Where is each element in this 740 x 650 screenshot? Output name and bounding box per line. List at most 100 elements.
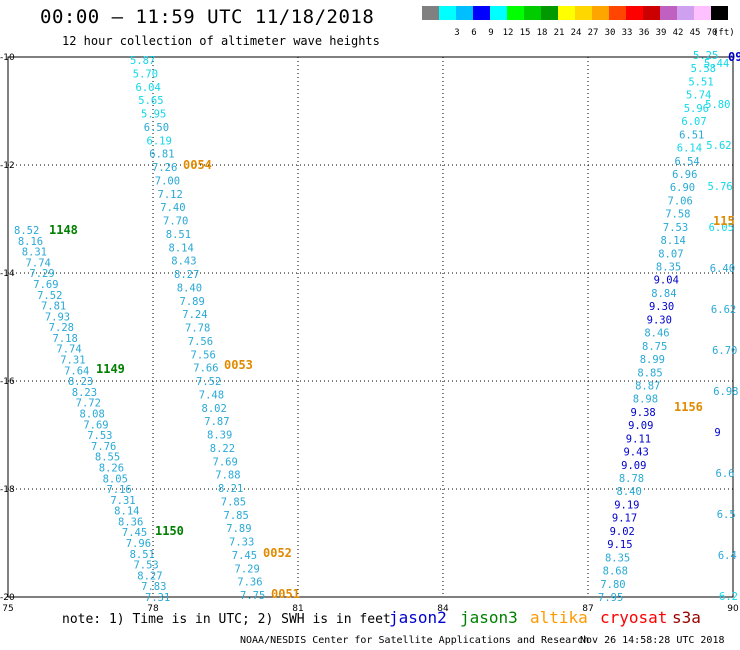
wave-height-value: 7.45 (232, 550, 257, 562)
legend-cryosat: cryosat (600, 608, 668, 627)
wave-height-value: 6.70 (712, 345, 737, 357)
wave-height-value: 8.85 (637, 367, 662, 379)
wave-height-value: 8.21 (218, 483, 243, 495)
wave-height-value: 6.51 (679, 129, 704, 141)
wave-height-value: 9.19 (614, 499, 639, 511)
wave-height-value: 8.55 (95, 452, 120, 464)
wave-height-value: 7.29 (29, 268, 54, 280)
map-subtitle: 12 hour collection of altimeter wave hei… (62, 34, 380, 48)
lon-tick-label: 84 (437, 604, 449, 614)
wave-height-value: 7.69 (213, 456, 238, 468)
wave-height-value: 6.81 (149, 149, 174, 161)
wave-height-value: 9.09 (628, 420, 653, 432)
legend-swatch (575, 6, 592, 20)
wave-height-value: 7.40 (160, 202, 185, 214)
wave-height-value: 5.87 (130, 55, 155, 67)
wave-height-value: 8.08 (80, 409, 105, 421)
legend-swatch (592, 6, 609, 20)
legend-altika: altika (530, 608, 588, 627)
lon-tick-label: 81 (292, 604, 303, 614)
wave-height-value: 7.70 (163, 216, 188, 228)
wave-height-value: 5.44 (704, 58, 729, 70)
wave-height-value: 9.09 (621, 460, 646, 472)
wave-height-value: 9.15 (607, 539, 632, 551)
wave-height-value: 7.75 (240, 590, 265, 602)
wave-height-value: 9.30 (647, 314, 672, 326)
map-title: 00:00 – 11:59 UTC 11/18/2018 (40, 6, 375, 28)
legend-swatch (507, 6, 524, 20)
wave-height-value: 7.56 (188, 336, 213, 348)
wave-height-value: 7.89 (226, 523, 251, 535)
wave-height-value: 6.50 (144, 122, 169, 134)
wave-height-value: 8.52 (14, 225, 39, 237)
legend-tick-label: 33 (621, 28, 633, 38)
wave-height-value: 8.78 (619, 473, 644, 485)
wave-height-value: 7.31 (110, 495, 135, 507)
wave-height-value: 6.2 (719, 591, 738, 603)
legend-tick-label: 30 (604, 28, 616, 38)
legend-swatch (490, 6, 507, 20)
legend-tick-label: 36 (638, 28, 650, 38)
pass-time-label: 115 (713, 214, 735, 228)
wave-height-value: 5.70 (133, 68, 158, 80)
legend-swatch (422, 6, 439, 20)
wave-height-value: 8.31 (22, 247, 47, 259)
wave-height-value: 8.35 (605, 552, 630, 564)
lat-tick-label: -18 (0, 485, 15, 495)
wave-height-value: 6.04 (136, 82, 161, 94)
wave-height-value: 7.66 (193, 363, 218, 375)
legend-swatch (609, 6, 626, 20)
wave-height-value: 6.4 (718, 550, 737, 562)
wave-height-value: 9.30 (649, 301, 674, 313)
wave-height-value: 8.23 (72, 387, 97, 399)
wave-height-value: 7.16 (106, 484, 131, 496)
legend-tick-label: 42 (672, 28, 684, 38)
wave-height-value: 6.98 (713, 386, 738, 398)
wave-height-value: 6.6 (716, 468, 735, 480)
wave-height-value: 7.26 (152, 162, 177, 174)
wave-height-value: 7.53 (133, 560, 158, 572)
wave-height-value: 9.38 (630, 407, 655, 419)
wave-height-value: 7.24 (182, 309, 207, 321)
wave-height-value: 7.18 (53, 333, 78, 345)
lon-tick-label: 87 (582, 604, 593, 614)
wave-height-value: 7.78 (185, 323, 210, 335)
wave-height-value: 7.80 (600, 579, 625, 591)
lat-tick-label: -12 (0, 161, 15, 171)
wave-height-value: 8.05 (103, 473, 128, 485)
wave-height-value: 8.51 (166, 229, 191, 241)
pass-time-label: 1148 (49, 223, 78, 237)
wave-height-value: 7.88 (215, 470, 240, 482)
legend-tick-label: 6 (471, 28, 477, 38)
pass-time-label: 0051 (271, 587, 300, 601)
wave-height-value: 7.29 (235, 563, 260, 575)
wave-height-value: 8.14 (661, 235, 686, 247)
legend-tick-label: 27 (587, 28, 599, 38)
wave-height-value: 7.93 (45, 311, 70, 323)
wave-height-value: 7.31 (60, 355, 85, 367)
wave-height-value: 7.33 (229, 537, 254, 549)
wave-height-value: 8.02 (202, 403, 227, 415)
wave-height-value: 7.12 (158, 189, 183, 201)
legend-swatch (677, 6, 694, 20)
wave-height-value: 8.36 (118, 516, 143, 528)
lon-tick-label: 75 (2, 604, 13, 614)
wave-height-value: 7.56 (191, 349, 216, 361)
wave-height-value: 8.51 (130, 549, 155, 561)
wave-height-value: 8.14 (114, 506, 139, 518)
legend-jason3: jason3 (460, 608, 518, 627)
wave-height-value: 8.35 (656, 262, 681, 274)
wave-height-value: 9.11 (626, 433, 651, 445)
wave-height-value: 8.14 (169, 242, 194, 254)
wave-height-value: 9.17 (612, 513, 637, 525)
wave-height-value: 7.76 (91, 441, 116, 453)
wave-height-value: 5.58 (691, 63, 716, 75)
wave-height-value: 8.68 (603, 566, 628, 578)
wave-height-value: 7.52 (37, 290, 62, 302)
legend-swatch (711, 6, 728, 20)
pass-time-label: 0054 (183, 158, 212, 172)
wave-height-value: 8.84 (651, 288, 676, 300)
wave-height-value: 9.02 (610, 526, 635, 538)
wave-height-value: 5.65 (138, 95, 163, 107)
